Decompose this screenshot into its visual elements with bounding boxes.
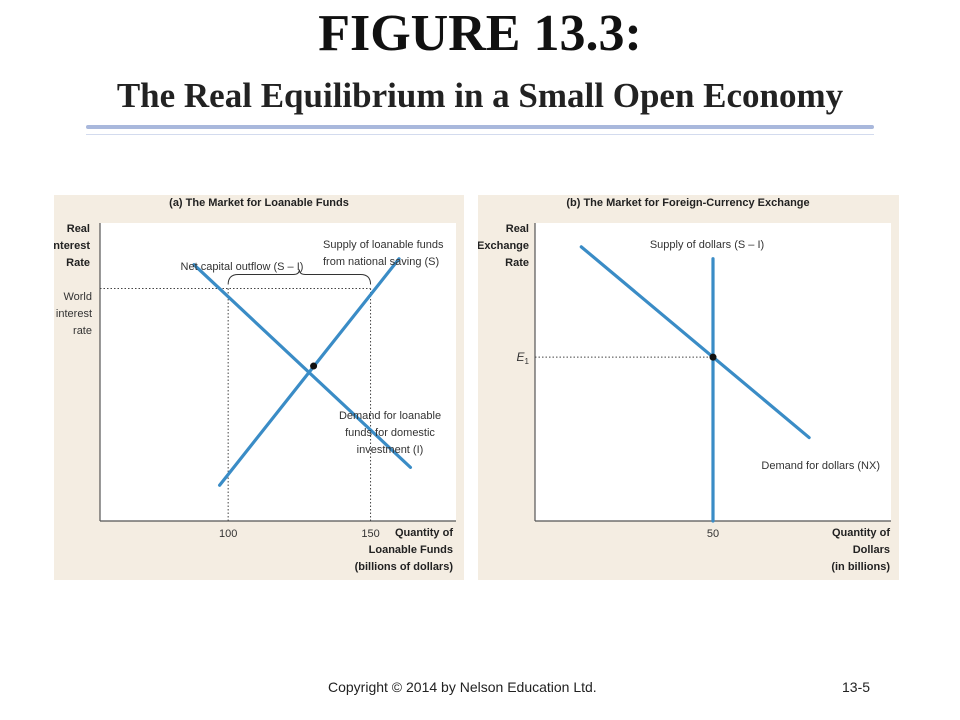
supply-of-dollars-label: Supply of dollars (S – I) <box>650 239 764 251</box>
demand-label-line2: funds for domestic <box>345 427 435 439</box>
page-number: 13-5 <box>842 679 871 695</box>
demand-for-dollars-label: Demand for dollars (NX) <box>761 460 880 472</box>
title-underline-thin <box>86 134 874 135</box>
e1-tick-label: E1 <box>517 350 530 366</box>
x-axis-label-line3: (in billions) <box>831 561 890 573</box>
y-axis-label-line1: Real <box>506 223 529 235</box>
net-capital-outflow-brace <box>227 269 372 285</box>
x-tick-label-100: 100 <box>219 528 237 540</box>
x-tick-label-150: 150 <box>361 528 379 540</box>
world-rate-label-line2: interest <box>56 308 92 320</box>
supply-label-line2: from national saving (S) <box>323 256 439 268</box>
supply-label-line1: Supply of loanable funds <box>323 239 444 251</box>
y-axis-label-line3: Rate <box>505 257 529 269</box>
x-axis-label-line1: Quantity of <box>395 527 453 539</box>
slide-title: FIGURE 13.3: <box>318 5 642 62</box>
equilibrium-point <box>310 362 318 370</box>
y-axis-label-line1: Real <box>67 223 90 235</box>
world-rate-label-line3: rate <box>73 325 92 337</box>
x-tick-label-50: 50 <box>707 528 719 540</box>
panel-title: (b) The Market for Foreign-Currency Exch… <box>566 197 809 209</box>
slide-subtitle: The Real Equilibrium in a Small Open Eco… <box>116 76 844 115</box>
plot-area <box>100 223 456 521</box>
equilibrium-point <box>709 353 717 361</box>
x-axis-label-line2: Loanable Funds <box>369 544 453 556</box>
x-axis-label-line1: Quantity of <box>832 527 890 539</box>
title-underline <box>86 125 874 129</box>
world-rate-label-line1: World <box>63 291 92 303</box>
demand-label-line3: investment (I) <box>357 444 424 456</box>
x-axis-label-line2: Dollars <box>853 544 890 556</box>
y-axis-label-line3: Rate <box>66 257 90 269</box>
demand-label-line1: Demand for loanable <box>339 410 441 422</box>
loanable-funds-chart: (a) The Market for Loanable Funds Real I… <box>50 195 464 580</box>
x-axis-label-line3: (billions of dollars) <box>355 561 454 573</box>
y-axis-label-line2: Interest <box>54 240 90 252</box>
demand-for-loanable-funds-line <box>192 263 413 469</box>
foreign-exchange-chart: (b) The Market for Foreign-Currency Exch… <box>477 195 899 580</box>
loanable-funds-panel: (a) The Market for Loanable Funds Real I… <box>50 195 464 580</box>
foreign-exchange-panel: (b) The Market for Foreign-Currency Exch… <box>477 195 899 580</box>
demand-for-dollars-line <box>579 245 811 440</box>
y-axis-label-line2: Exchange <box>478 240 529 252</box>
panel-title: (a) The Market for Loanable Funds <box>169 197 349 209</box>
net-capital-outflow-label: Net capital outflow (S – I) <box>181 261 304 273</box>
copyright-text: Copyright © 2014 by Nelson Education Ltd… <box>328 679 597 695</box>
